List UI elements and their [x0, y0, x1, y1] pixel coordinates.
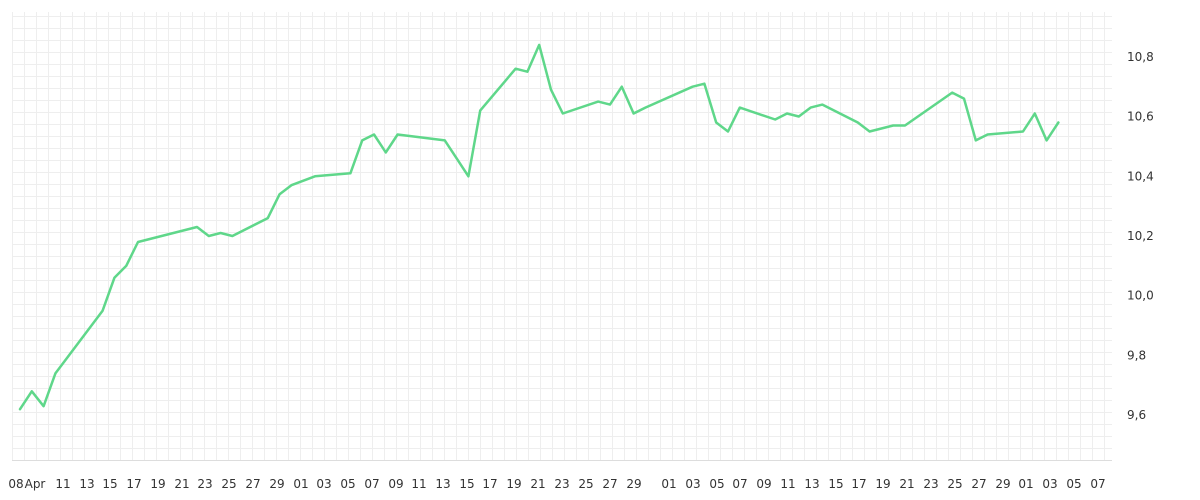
x-tick-label: 27: [602, 477, 617, 491]
x-tick-label: 17: [851, 477, 866, 491]
x-tick-label: 15: [102, 477, 117, 491]
series-line: [18, 43, 1060, 411]
y-tick-label: 10,0: [1127, 289, 1154, 303]
x-tick-label: 05: [709, 477, 724, 491]
x-tick-label: 07: [1090, 477, 1105, 491]
x-tick-label: 09: [388, 477, 403, 491]
x-tick-label: 15: [459, 477, 474, 491]
x-tick-label: 13: [804, 477, 819, 491]
x-tick-label: 07: [364, 477, 379, 491]
x-axis: 08 Apr 11 13 15 17 19 21 23 25 27 29 01 03 05 07 09 11 13 1…: [8, 477, 1105, 491]
x-tick-label: 21: [899, 477, 914, 491]
grid: [12, 12, 1112, 461]
x-tick-label: 11: [55, 477, 70, 491]
x-tick-label: 19: [150, 477, 165, 491]
x-tick-label: 27: [971, 477, 986, 491]
y-tick-label: 10,2: [1127, 229, 1154, 243]
x-tick-label: 23: [197, 477, 212, 491]
x-tick-label: 07: [732, 477, 747, 491]
x-tick-label: 29: [995, 477, 1010, 491]
x-tick-label: 13: [79, 477, 94, 491]
x-tick-label: 11: [411, 477, 426, 491]
x-tick-label: 21: [530, 477, 545, 491]
x-tick-label: 19: [875, 477, 890, 491]
y-axis: 9,6 9,8 10,0 10,2 10,4 10,6 10,8: [1127, 50, 1154, 422]
x-tick-label: 29: [626, 477, 641, 491]
x-tick-label: 05: [1066, 477, 1081, 491]
x-tick-label: 03: [685, 477, 700, 491]
x-tick-label: 03: [1042, 477, 1057, 491]
x-tick-label: 23: [554, 477, 569, 491]
x-tick-label: Apr: [25, 477, 46, 491]
x-tick-label: 25: [221, 477, 236, 491]
x-tick-label: 01: [293, 477, 308, 491]
x-tick-label: 05: [340, 477, 355, 491]
x-tick-label: 01: [1018, 477, 1033, 491]
x-tick-label: 08: [8, 477, 23, 491]
x-tick-label: 29: [269, 477, 284, 491]
y-tick-label: 9,8: [1127, 348, 1146, 362]
x-tick-label: 23: [923, 477, 938, 491]
x-tick-label: 17: [126, 477, 141, 491]
x-tick-label: 13: [435, 477, 450, 491]
x-tick-label: 25: [578, 477, 593, 491]
x-tick-label: 03: [316, 477, 331, 491]
x-tick-label: 21: [174, 477, 189, 491]
y-tick-label: 10,8: [1127, 50, 1154, 64]
y-tick-label: 10,4: [1127, 169, 1154, 183]
x-tick-label: 09: [756, 477, 771, 491]
x-tick-label: 11: [780, 477, 795, 491]
x-tick-label: 19: [506, 477, 521, 491]
series-layer: [18, 43, 1060, 411]
y-tick-label: 10,6: [1127, 110, 1154, 124]
x-tick-label: 15: [828, 477, 843, 491]
x-tick-label: 25: [947, 477, 962, 491]
x-tick-label: 27: [245, 477, 260, 491]
x-tick-label: 01: [661, 477, 676, 491]
y-tick-label: 9,6: [1127, 408, 1146, 422]
x-tick-label: 17: [482, 477, 497, 491]
